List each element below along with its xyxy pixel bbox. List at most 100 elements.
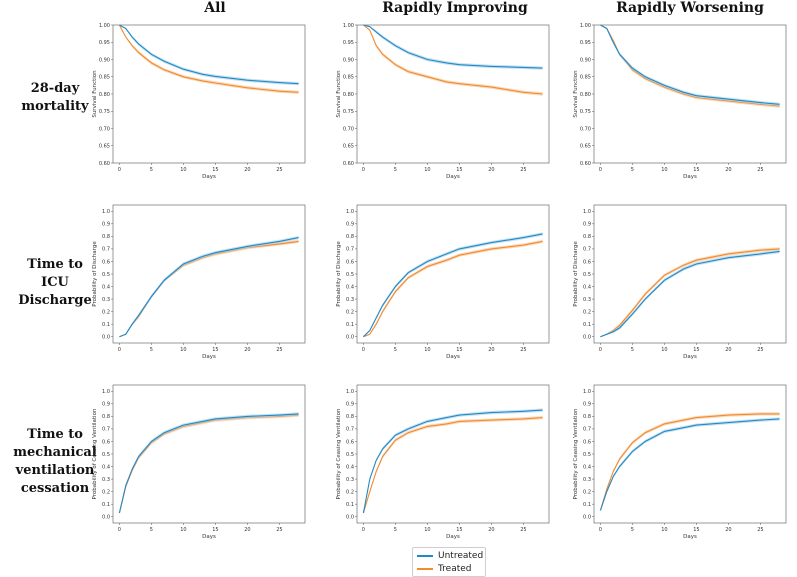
series-line-untreated [599,418,780,511]
series-line-untreated [362,409,543,514]
y-tick-label: 0.8 [346,414,354,420]
y-tick-label: 0.95 [99,40,110,46]
legend-label-untreated: Untreated [438,551,484,561]
x-tick-label: 20 [244,527,250,533]
y-tick-label: 0.8 [102,234,110,240]
x-tick-label: 0 [599,167,602,173]
row-title-line: ventilation [15,463,95,478]
y-tick-label: 1.00 [99,23,110,29]
x-axis-label: Days [446,534,460,540]
x-axis-label: Days [446,354,460,360]
chart-panel: 0 5 10 15 20 25 0.0 0.1 0.2 0.3 0.4 0.5 0.6 0.7 0.8 0.9… [92,204,306,360]
y-axis-label: Probability of Ceasing Ventilation [92,408,98,499]
y-tick-label: 0.85 [99,75,110,81]
confidence-band-treated [600,247,780,337]
x-tick-label: 10 [661,167,667,173]
x-tick-label: 10 [661,347,667,353]
series-line-untreated [600,24,780,105]
y-tick-label: 0.8 [583,414,591,420]
chart-panel: 0 5 10 15 20 25 0.60 0.65 0.70 0.75 0.80 0.85 0.90 0.… [573,23,787,180]
y-tick-label: 0.90 [99,57,110,63]
y-tick-label: 0.9 [102,402,110,408]
y-tick-label: 0.2 [346,489,354,495]
x-tick-label: 15 [693,167,699,173]
y-tick-label: 0.4 [583,464,591,470]
y-tick-label: 0.3 [102,477,110,483]
y-tick-label: 0.7 [346,247,354,253]
x-tick-label: 10 [661,527,667,533]
y-tick-label: 0.6 [583,439,591,445]
y-tick-label: 1.0 [346,389,354,395]
y-tick-label: 0.95 [343,40,354,46]
y-tick-label: 0.2 [583,489,591,495]
y-axis-label: Survival Function [573,70,579,118]
y-tick-label: 0.60 [580,161,591,167]
y-tick-label: 0.95 [580,40,591,46]
x-tick-label: 25 [276,167,282,173]
y-tick-label: 0.85 [343,75,354,81]
x-tick-label: 20 [725,527,731,533]
x-tick-label: 15 [456,527,462,533]
y-tick-label: 0.75 [343,109,354,115]
legend-item-treated: Treated [417,563,472,575]
y-tick-label: 1.0 [583,209,591,215]
x-tick-label: 5 [631,167,634,173]
y-tick-label: 0.4 [346,464,354,470]
y-tick-label: 0.1 [346,322,354,328]
y-tick-label: 0.80 [343,92,354,98]
x-tick-label: 0 [362,167,365,173]
x-tick-label: 0 [362,527,365,533]
x-axis-label: Days [202,354,216,360]
y-tick-label: 0.5 [102,452,110,458]
series-line-untreated [600,250,780,338]
confidence-band-untreated [363,232,543,337]
x-tick-label: 25 [520,527,526,533]
x-tick-label: 15 [212,347,218,353]
series-line-untreated [119,24,299,85]
x-tick-label: 5 [394,167,397,173]
chart-panel: 0 5 10 15 20 25 0.0 0.1 0.2 0.3 0.4 0.5 0.6 0.7 0.8 0.9… [573,204,787,360]
confidence-band-untreated [119,236,299,337]
confidence-band-untreated [119,24,299,86]
series-line-treated [600,24,780,107]
y-tick-label: 0.3 [346,477,354,483]
y-tick-label: 0.9 [583,402,591,408]
y-tick-label: 0.0 [583,515,591,521]
y-tick-label: 0.9 [346,222,354,228]
series-line-treated [118,414,299,514]
x-axis-label: Days [683,354,697,360]
x-axis-label: Days [683,174,697,180]
y-tick-label: 0.0 [102,335,110,341]
legend-item-untreated: Untreated [417,550,483,562]
y-tick-label: 0.80 [580,92,591,98]
y-tick-label: 1.00 [343,23,354,29]
y-tick-label: 0.7 [583,427,591,433]
row-title-line: Time to [27,427,83,442]
legend: Untreated Treated [412,547,486,577]
x-tick-label: 15 [456,167,462,173]
chart-panel: 0 5 10 15 20 25 0.0 0.1 0.2 0.3 0.4 0.5 0.6 0.7 0.8 0.9… [336,204,550,360]
y-tick-label: 0.1 [583,322,591,328]
x-axis-label: Days [202,174,216,180]
column-title-rapidly-worsening: Rapidly Worsening [616,0,764,16]
y-tick-label: 0.0 [583,335,591,341]
y-tick-label: 0.85 [580,75,591,81]
chart-panel: 0 5 10 15 20 25 0.0 0.1 0.2 0.3 0.4 0.5 0.6 0.7 0.8 0.9… [92,384,306,540]
x-axis-label: Days [202,534,216,540]
y-tick-label: 0.5 [583,272,591,278]
y-axis-label: Probability of Ceasing Ventilation [573,408,579,499]
x-tick-label: 0 [599,527,602,533]
legend-swatch-treated [417,568,433,570]
y-tick-label: 1.0 [102,209,110,215]
row-title-icu-discharge: Time to ICU Discharge [0,256,110,310]
column-title-rapidly-improving: Rapidly Improving [382,0,528,16]
x-tick-label: 20 [244,167,250,173]
confidence-band-treated [363,24,543,96]
x-tick-label: 25 [757,347,763,353]
y-tick-label: 0.5 [102,272,110,278]
x-tick-label: 20 [488,167,494,173]
y-tick-label: 0.4 [583,284,591,290]
series-line-untreated [118,413,299,514]
x-tick-label: 0 [118,167,121,173]
